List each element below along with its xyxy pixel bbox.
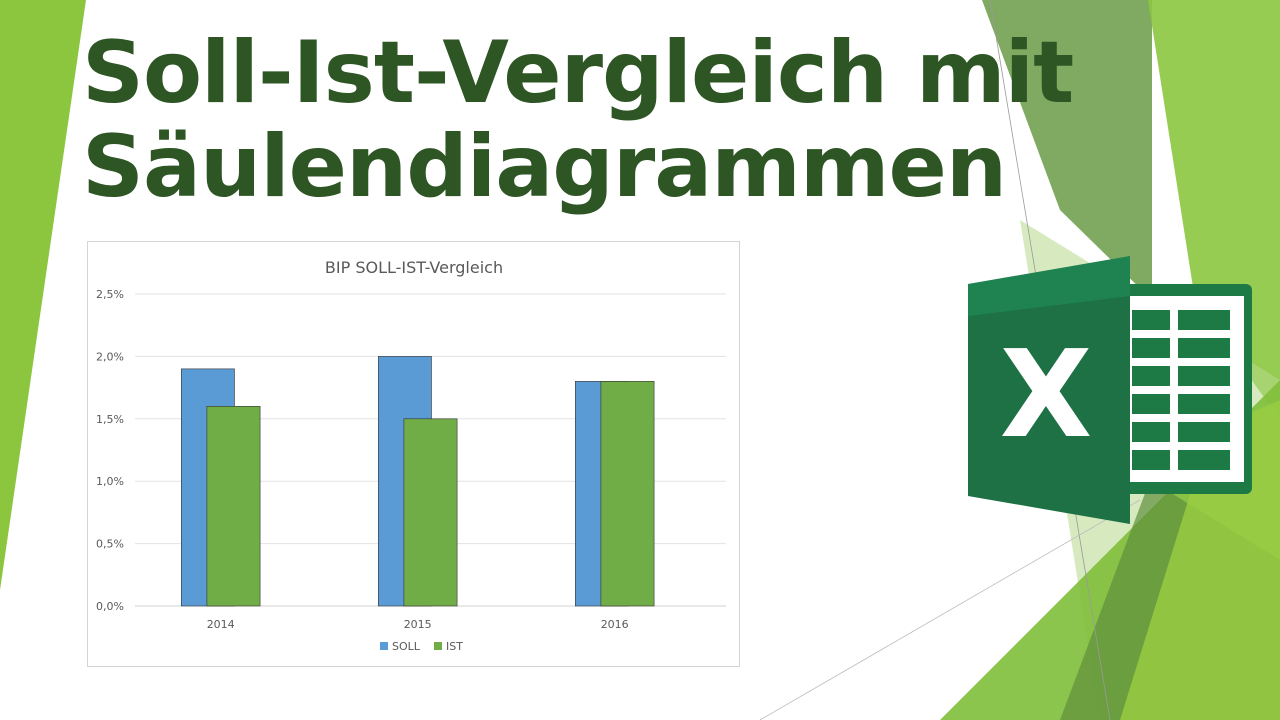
y-tick-label: 2,5% xyxy=(96,288,124,301)
legend-label-soll: SOLL xyxy=(392,640,421,653)
excel-front-panel-shade xyxy=(968,256,1130,316)
chart-title: BIP SOLL-IST-Vergleich xyxy=(325,258,503,277)
excel-grid-cells xyxy=(1132,310,1230,470)
y-tick-label: 1,5% xyxy=(96,413,124,426)
excel-letter: X xyxy=(1000,326,1093,465)
page-title-line-2: Säulendiagrammen xyxy=(82,117,1007,217)
x-tick-label: 2015 xyxy=(404,618,432,631)
bar-chart: BIP SOLL-IST-Vergleich 0,0% 0,5% 1,0% 1,5% 2… xyxy=(96,258,726,653)
y-tick-label: 1,0% xyxy=(96,475,124,488)
thin-diagonal-line-2 xyxy=(759,499,1141,720)
bar-ist-2016[interactable] xyxy=(600,381,655,607)
x-tick-label: 2014 xyxy=(207,618,235,631)
excel-icon: X xyxy=(968,256,1252,524)
y-tick-label: 2,0% xyxy=(96,350,124,363)
bar-ist-2014[interactable] xyxy=(206,406,261,607)
legend-swatch-soll xyxy=(380,642,388,650)
right-top-dark-shape xyxy=(982,0,1152,300)
bar-ist-2015[interactable] xyxy=(403,418,458,607)
left-green-stripe xyxy=(0,0,86,590)
x-tick-label: 2016 xyxy=(601,618,629,631)
excel-front-panel xyxy=(968,256,1130,524)
y-tick-label: 0,5% xyxy=(96,538,124,551)
legend-label-ist: IST xyxy=(446,640,463,653)
y-tick-label: 0,0% xyxy=(96,600,124,613)
chart-container[interactable]: BIP SOLL-IST-Vergleich 0,0% 0,5% 1,0% 1,5% 2… xyxy=(87,241,740,667)
page-title-line-1: Soll-Ist-Vergleich mit xyxy=(82,23,1074,123)
legend-swatch-ist xyxy=(434,642,442,650)
page-title: Soll-Ist-Vergleich mit Säulendiagrammen xyxy=(82,23,1074,217)
